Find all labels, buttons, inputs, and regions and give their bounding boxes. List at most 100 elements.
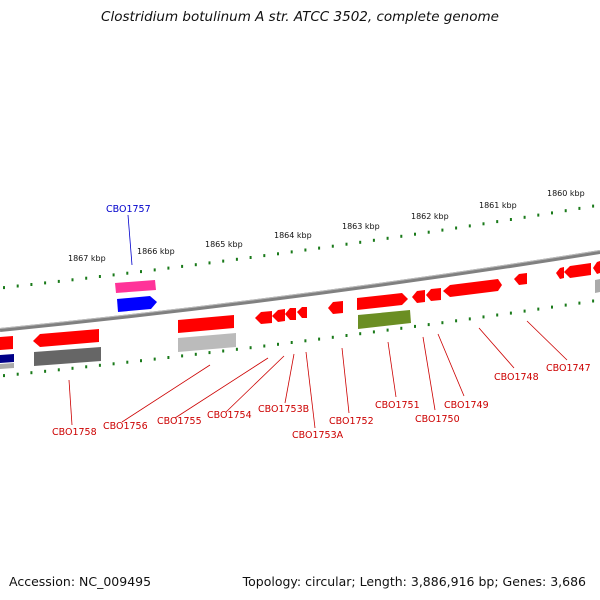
lower-tick-34 — [468, 317, 471, 321]
lower-tick-30 — [414, 324, 416, 328]
gene-cbo1752[interactable] — [328, 301, 343, 314]
lower-tick-20 — [277, 342, 279, 346]
kbp-label-1867: 1867 kbp — [68, 254, 106, 263]
gene-left-edge-blue[interactable] — [0, 354, 14, 363]
gene-label-cbo1755[interactable]: CBO1755 — [157, 416, 202, 427]
lower-tick-8 — [112, 362, 115, 366]
gene-cbo1749[interactable] — [426, 288, 441, 301]
gene-cbo1747-a[interactable] — [556, 267, 564, 279]
lower-tick-18 — [249, 346, 252, 350]
genome-summary-text: Topology: circular; Length: 3,886,916 bp… — [242, 574, 586, 589]
leader-cbo1750 — [422, 336, 436, 411]
lower-tick-10 — [140, 359, 142, 363]
gene-cbo1751[interactable] — [357, 293, 408, 310]
gene-label-cbo1753a[interactable]: CBO1753A — [292, 430, 344, 441]
gene-right-edge-red[interactable] — [593, 261, 600, 274]
upper-tick-3 — [44, 281, 47, 285]
upper-tick-20 — [277, 252, 279, 256]
upper-tick-14 — [194, 263, 197, 267]
gene-label-cbo1757[interactable]: CBO1757 — [106, 204, 151, 215]
map-title: Clostridium botulinum A str. ATCC 3502, … — [101, 9, 499, 25]
leader-cbo1754 — [225, 355, 285, 413]
upper-tick-12 — [167, 266, 170, 270]
lower-tick-39 — [537, 307, 540, 311]
gene-label-cbo1749[interactable]: CBO1749 — [444, 400, 489, 411]
gene-cbo1753a[interactable] — [297, 307, 307, 318]
upper-scale-ticks — [3, 204, 595, 290]
gene-cbo1750[interactable] — [412, 290, 425, 303]
upper-tick-9 — [126, 271, 129, 275]
gene-left-edge-red[interactable] — [0, 336, 13, 350]
lower-tick-25 — [345, 334, 348, 337]
upper-tick-10 — [140, 270, 142, 274]
gene-label-cbo1751[interactable]: CBO1751 — [375, 400, 420, 411]
gene-label-cbo1747[interactable]: CBO1747 — [546, 363, 591, 374]
upper-tick-18 — [249, 256, 252, 259]
lower-tick-1 — [16, 372, 19, 376]
gene-cbo1758[interactable] — [33, 329, 99, 347]
gene-left-edge-gray[interactable] — [0, 363, 14, 369]
upper-tick-33 — [455, 226, 458, 230]
lower-tick-6 — [85, 365, 88, 369]
leader-cbo1748 — [478, 327, 515, 369]
leader-cbo1752 — [341, 347, 350, 414]
gene-label-cbo1750[interactable]: CBO1750 — [415, 414, 460, 425]
leader-cbo1751 — [387, 341, 397, 398]
lower-tick-5 — [71, 366, 74, 370]
lower-tick-42 — [578, 301, 581, 305]
gene-cbo1755[interactable] — [255, 311, 272, 324]
upper-tick-29 — [400, 234, 403, 238]
gene-cbo1753b[interactable] — [285, 308, 296, 320]
upper-tick-39 — [537, 213, 540, 217]
lower-tick-38 — [523, 309, 526, 313]
gene-cbo1758-gray[interactable] — [34, 347, 101, 366]
lower-tick-15 — [208, 351, 211, 355]
gene-label-cbo1752[interactable]: CBO1752 — [329, 416, 374, 427]
gene-cbo1747-b[interactable] — [564, 263, 591, 278]
gene-cbo1748-a[interactable] — [443, 279, 502, 297]
kbp-label-1866: 1866 kbp — [137, 247, 175, 256]
lower-tick-14 — [194, 352, 197, 356]
kbp-label-1860: 1860 kbp — [547, 189, 585, 198]
lower-tick-23 — [318, 337, 321, 341]
gene-right-edge-gray[interactable] — [595, 279, 600, 293]
upper-tick-0 — [3, 286, 5, 290]
gene-label-cbo1758[interactable]: CBO1758 — [52, 427, 97, 438]
accession-text: Accession: NC_009495 — [9, 574, 152, 589]
gene-label-cbo1754[interactable]: CBO1754 — [207, 410, 252, 421]
gene-cbo1751-olive[interactable] — [358, 310, 411, 329]
upper-tick-28 — [386, 236, 389, 240]
gene-cbo1757-pink[interactable] — [115, 280, 156, 293]
gene-cbo1756-gray[interactable] — [178, 333, 236, 352]
lower-tick-24 — [331, 335, 334, 339]
upper-tick-1 — [16, 284, 19, 288]
lower-tick-7 — [98, 363, 101, 367]
leader-cbo1757 — [127, 214, 133, 266]
kbp-label-1864: 1864 kbp — [274, 231, 312, 240]
lower-tick-37 — [509, 311, 512, 315]
gene-label-cbo1753b[interactable]: CBO1753B — [258, 404, 309, 415]
lower-tick-9 — [126, 360, 129, 364]
lower-tick-21 — [290, 341, 293, 344]
gene-label-cbo1748[interactable]: CBO1748 — [494, 372, 539, 383]
gene-cbo1756[interactable] — [178, 315, 234, 333]
gene-cbo1757-blue[interactable] — [117, 296, 157, 312]
lower-scale-ticks — [3, 299, 595, 378]
lower-tick-31 — [427, 323, 430, 327]
upper-tick-15 — [208, 261, 211, 265]
lower-tick-27 — [372, 330, 375, 334]
gene-label-cbo1756[interactable]: CBO1756 — [103, 421, 148, 432]
lower-tick-36 — [496, 313, 499, 317]
lower-tick-43 — [592, 299, 595, 303]
lower-tick-40 — [551, 305, 553, 309]
gene-cbo1748-b[interactable] — [514, 273, 527, 285]
upper-tick-31 — [427, 230, 430, 234]
leader-cbo1753a — [305, 351, 316, 429]
upper-tick-8 — [112, 273, 115, 277]
leader-cbo1755 — [174, 357, 269, 419]
lower-tick-26 — [359, 332, 362, 336]
gene-cbo1754[interactable] — [272, 309, 285, 322]
upper-tick-35 — [482, 222, 485, 226]
lower-tick-13 — [181, 354, 184, 358]
